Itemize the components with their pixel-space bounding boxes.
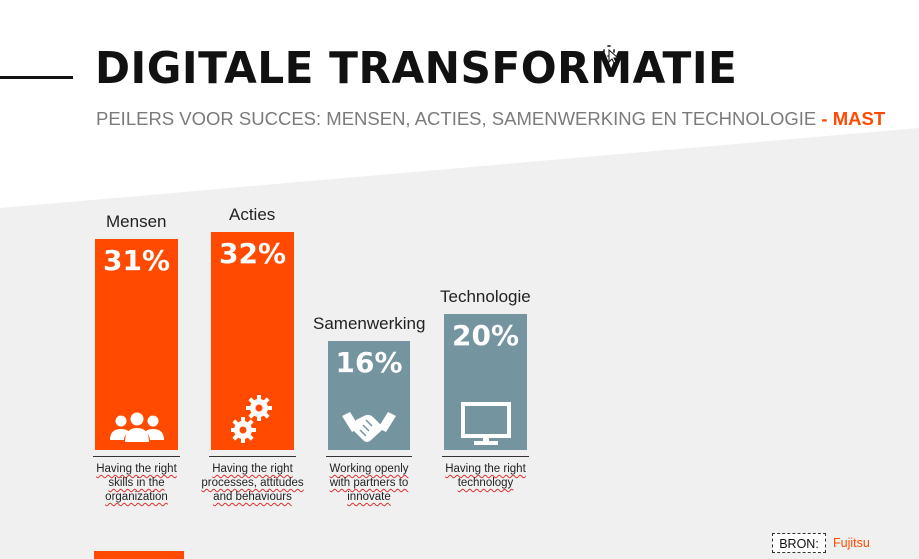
caption-line: processes, attitudes [201, 477, 304, 489]
bar-samenwerking: 16% [328, 341, 410, 450]
page-title: DIGITALE TRANSFORMATIE [95, 43, 738, 94]
bar-baseline [209, 456, 296, 457]
category-label-acties: Acties [229, 205, 276, 224]
bar-baseline [442, 456, 529, 457]
bottom-accent-bar [94, 551, 184, 559]
category-label-mensen: Mensen [106, 212, 167, 231]
caption-line: Having the right [96, 463, 177, 475]
value-label: 31% [102, 244, 171, 277]
caption-line: with partners to [329, 477, 409, 489]
caption-line: Having the right [445, 463, 526, 475]
bar-baseline [93, 456, 180, 457]
title-accent-line [0, 76, 73, 79]
pillar-caption: Having the right technology [426, 462, 545, 490]
category-label-samenwerking: Samenwerking [313, 314, 426, 333]
people-icon [109, 410, 164, 451]
pillar-caption: Having the right skills in the organizatio… [77, 462, 196, 504]
caption-line: technology [457, 477, 514, 489]
caption-line: and behaviours [213, 491, 292, 503]
subtitle-dash: - [816, 108, 833, 129]
caption-line: innovate [347, 491, 391, 503]
subtitle-accent: MAST [832, 108, 886, 129]
value-label: 16% [335, 346, 403, 379]
page-subtitle: PEILERS VOOR SUCCES: MENSEN, ACTIES, SAM… [96, 108, 886, 129]
category-label-technologie: Technologie [440, 287, 531, 306]
caption-line: skills in the [108, 477, 165, 489]
caption-line: organization [105, 491, 168, 503]
bar-baseline [326, 456, 412, 457]
bar-mensen: 31% [95, 239, 178, 450]
bar-technologie: 20% [444, 314, 527, 450]
monitor-icon [460, 402, 511, 451]
caption-line: Working openly [329, 463, 409, 475]
handshake-icon [342, 410, 396, 449]
pillar-caption: Having the right processes, attitudes and … [193, 462, 312, 504]
gears-icon [229, 394, 275, 449]
bar-acties: 32% [211, 232, 294, 450]
pillar-caption: Working openly with partners to innovate [310, 462, 428, 504]
value-label: 20% [451, 319, 520, 352]
value-label: 32% [218, 237, 287, 270]
move-cursor-icon [603, 45, 619, 63]
source-label: BRON: [772, 533, 826, 553]
source-value: Fujitsu [833, 536, 870, 550]
caption-line: Having the right [212, 463, 293, 475]
subtitle-main: PEILERS VOOR SUCCES: MENSEN, ACTIES, SAM… [96, 108, 817, 129]
